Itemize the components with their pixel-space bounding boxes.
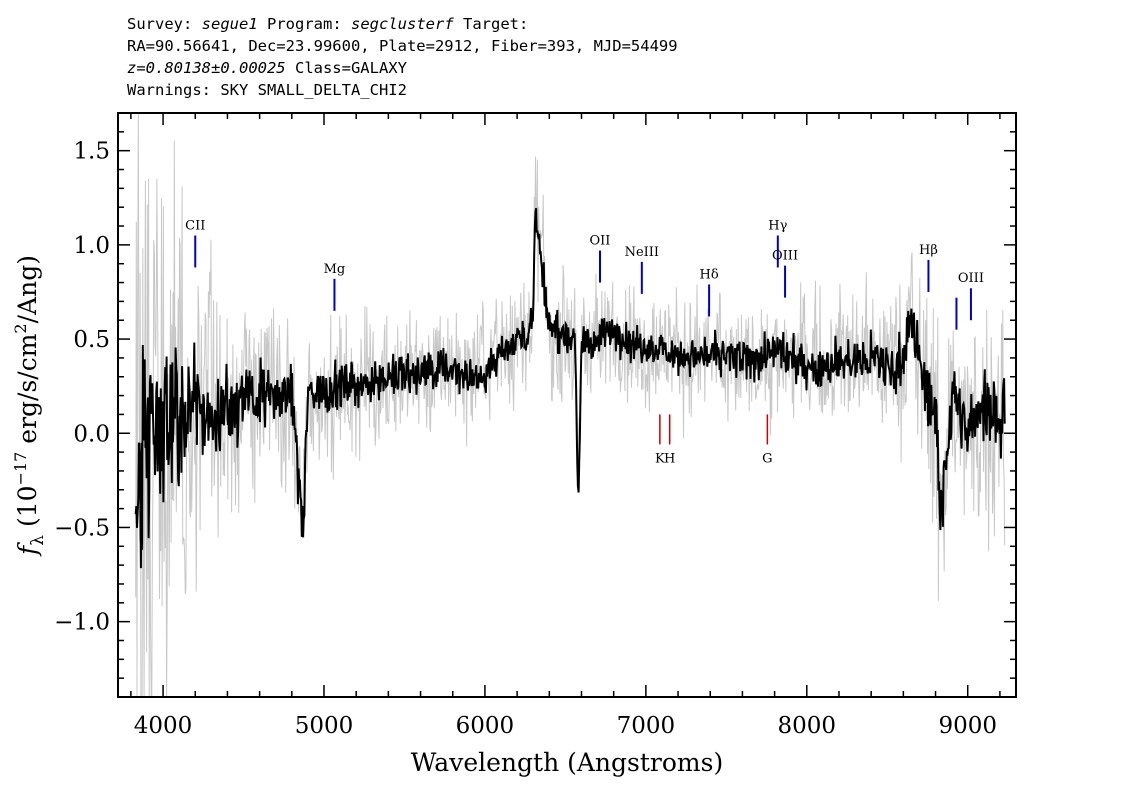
spectral-line-markers: CII Mg OII NeIII Hδ Hγ OIII Hβ OIII K H G (185, 218, 984, 466)
x-tick-label: 4000 (134, 713, 193, 739)
x-axis: 4000 5000 6000 7000 8000 9000 (130, 113, 1001, 739)
emission-line-label: Hβ (919, 243, 938, 258)
spectrum-header: Survey: segue1 Program: segclusterf Targ… (127, 13, 678, 101)
flux-spectrum-line (134, 207, 1006, 569)
error-spectrum-line (135, 113, 1006, 697)
error-series (135, 113, 1006, 697)
y-axis: 1.5 1.0 0.5 0.0 −0.5 −1.0 (54, 112, 1016, 698)
flux-series (134, 207, 1006, 569)
emission-line-label: OIII (772, 249, 798, 264)
target-label: Target: (463, 15, 529, 33)
program-label: Program: (267, 15, 342, 33)
emission-line-label: Hδ (700, 267, 719, 282)
y-tick-label: 1.0 (73, 233, 110, 259)
y-axis-title: fλ (10−17 erg/s/cm2/Ang) (11, 255, 48, 557)
header-line-redshift: z=0.80138±0.00025 Class=GALAXY (127, 57, 678, 79)
x-tick-label: 8000 (778, 713, 837, 739)
absorption-line-label: G (762, 451, 772, 466)
plot-frame (117, 112, 1017, 698)
y-tick-label: 1.5 (73, 139, 110, 165)
y-tick-label: −1.0 (54, 610, 110, 636)
x-tick-label: 6000 (456, 713, 515, 739)
emission-line-label: OII (590, 234, 611, 249)
emission-line-label: NeIII (625, 245, 659, 260)
absorption-line-label: K (655, 451, 665, 466)
emission-line-label: OIII (958, 271, 984, 286)
x-axis-title: Wavelength (Angstroms) (411, 748, 723, 777)
emission-line-label: Mg (324, 262, 346, 277)
y-tick-label: 0.0 (73, 421, 110, 447)
y-tick-label: 0.5 (73, 327, 110, 353)
class-value: Class=GALAXY (294, 59, 407, 77)
survey-value: segue1 (201, 15, 258, 33)
redshift-value: z=0.80138±0.00025 (127, 59, 286, 77)
x-tick-label: 5000 (295, 713, 354, 739)
x-tick-label: 9000 (938, 713, 997, 739)
emission-line-label: CII (185, 218, 205, 233)
header-line-warnings: Warnings: SKY SMALL_DELTA_CHI2 (127, 81, 407, 99)
emission-line-label: Hγ (768, 218, 787, 233)
header-line-survey: Survey: segue1 Program: segclusterf Targ… (127, 13, 678, 35)
absorption-line-label: H (664, 451, 675, 466)
survey-label: Survey: (127, 15, 193, 33)
header-line-coordinates: RA=90.56641, Dec=23.99600, Plate=2912, F… (127, 37, 678, 55)
x-tick-label: 7000 (617, 713, 676, 739)
program-value: segclusterf (351, 15, 454, 33)
y-tick-label: −0.5 (54, 515, 110, 541)
